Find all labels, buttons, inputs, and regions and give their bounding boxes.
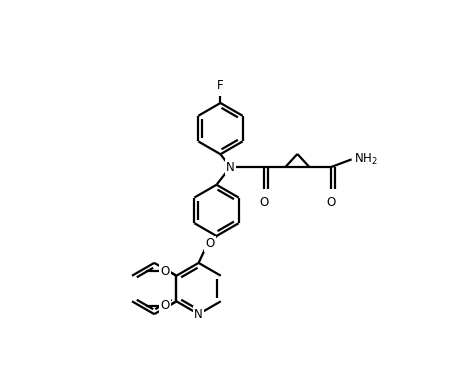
Text: O: O: [258, 196, 268, 209]
Text: N: N: [226, 161, 234, 174]
Text: O: O: [160, 265, 169, 278]
Text: O: O: [205, 237, 214, 250]
Text: O: O: [160, 299, 169, 312]
Text: O: O: [326, 196, 335, 209]
Text: N: N: [194, 308, 203, 321]
Text: NH$_2$: NH$_2$: [353, 152, 377, 167]
Text: F: F: [217, 79, 223, 92]
